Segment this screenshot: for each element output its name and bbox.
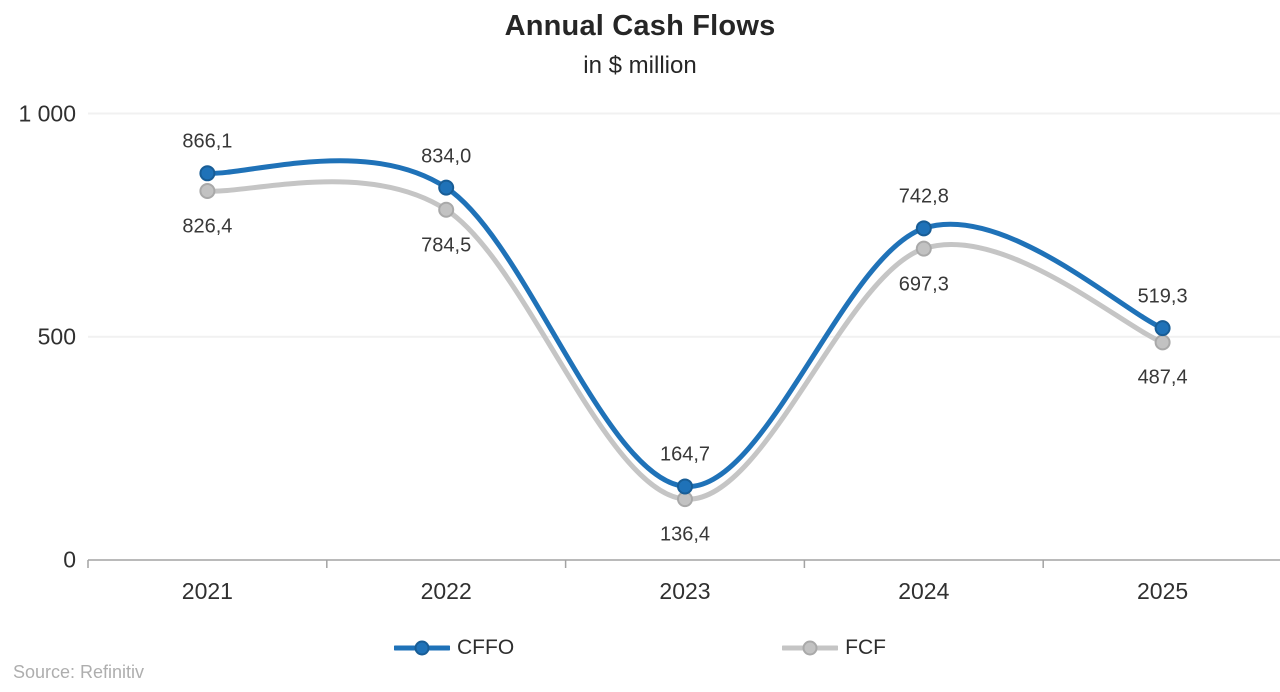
y-tick-label: 500 xyxy=(37,323,76,350)
y-tick-label: 1 000 xyxy=(18,100,76,126)
y-tick-label: 0 xyxy=(63,546,76,573)
series-marker-cffo xyxy=(438,179,455,196)
legend-swatch-icon xyxy=(394,640,450,656)
data-label-cffo: 519,3 xyxy=(1137,285,1188,308)
data-label-cffo: 834,0 xyxy=(421,145,472,168)
legend-item-cffo: CFFO xyxy=(394,636,514,660)
legend-swatch-icon xyxy=(782,640,839,656)
x-axis-label: 2025 xyxy=(1137,578,1189,604)
data-label-cffo: 866,1 xyxy=(182,130,233,153)
data-label-fcf: 697,3 xyxy=(898,273,949,296)
legend-item-fcf: FCF xyxy=(782,636,886,660)
x-axis-label: 2021 xyxy=(181,578,233,604)
source-note: Source: Refinitiv xyxy=(13,662,145,682)
series-marker-fcf xyxy=(438,201,455,218)
data-label-cffo: 742,8 xyxy=(898,185,949,208)
chart-header: Annual Cash Flows in $ million xyxy=(0,10,1280,80)
data-label-fcf: 487,4 xyxy=(1137,366,1188,389)
legend-label: CFFO xyxy=(457,636,515,659)
series-marker-fcf xyxy=(915,240,932,257)
data-label-fcf: 784,5 xyxy=(421,234,472,257)
chart-title: Annual Cash Flows xyxy=(504,10,776,42)
series-marker-cffo xyxy=(677,478,693,495)
x-axis-label: 2022 xyxy=(420,578,472,604)
x-axis-label: 2023 xyxy=(659,578,711,604)
legend-label: FCF xyxy=(845,636,886,659)
series-marker-fcf xyxy=(199,183,216,200)
series-marker-cffo xyxy=(1154,320,1171,337)
series-marker-cffo xyxy=(915,220,932,237)
chart-subtitle: in $ million xyxy=(583,52,697,79)
chart-legend: CFFO FCF xyxy=(0,633,1280,663)
x-axis-label: 2024 xyxy=(898,578,950,604)
series-marker-cffo xyxy=(199,165,216,182)
data-label-cffo: 164,7 xyxy=(659,443,711,466)
series-marker-fcf xyxy=(1154,334,1171,351)
data-label-fcf: 136,4 xyxy=(659,523,711,546)
data-label-fcf: 826,4 xyxy=(182,215,233,238)
series-line-cffo xyxy=(204,158,1166,489)
